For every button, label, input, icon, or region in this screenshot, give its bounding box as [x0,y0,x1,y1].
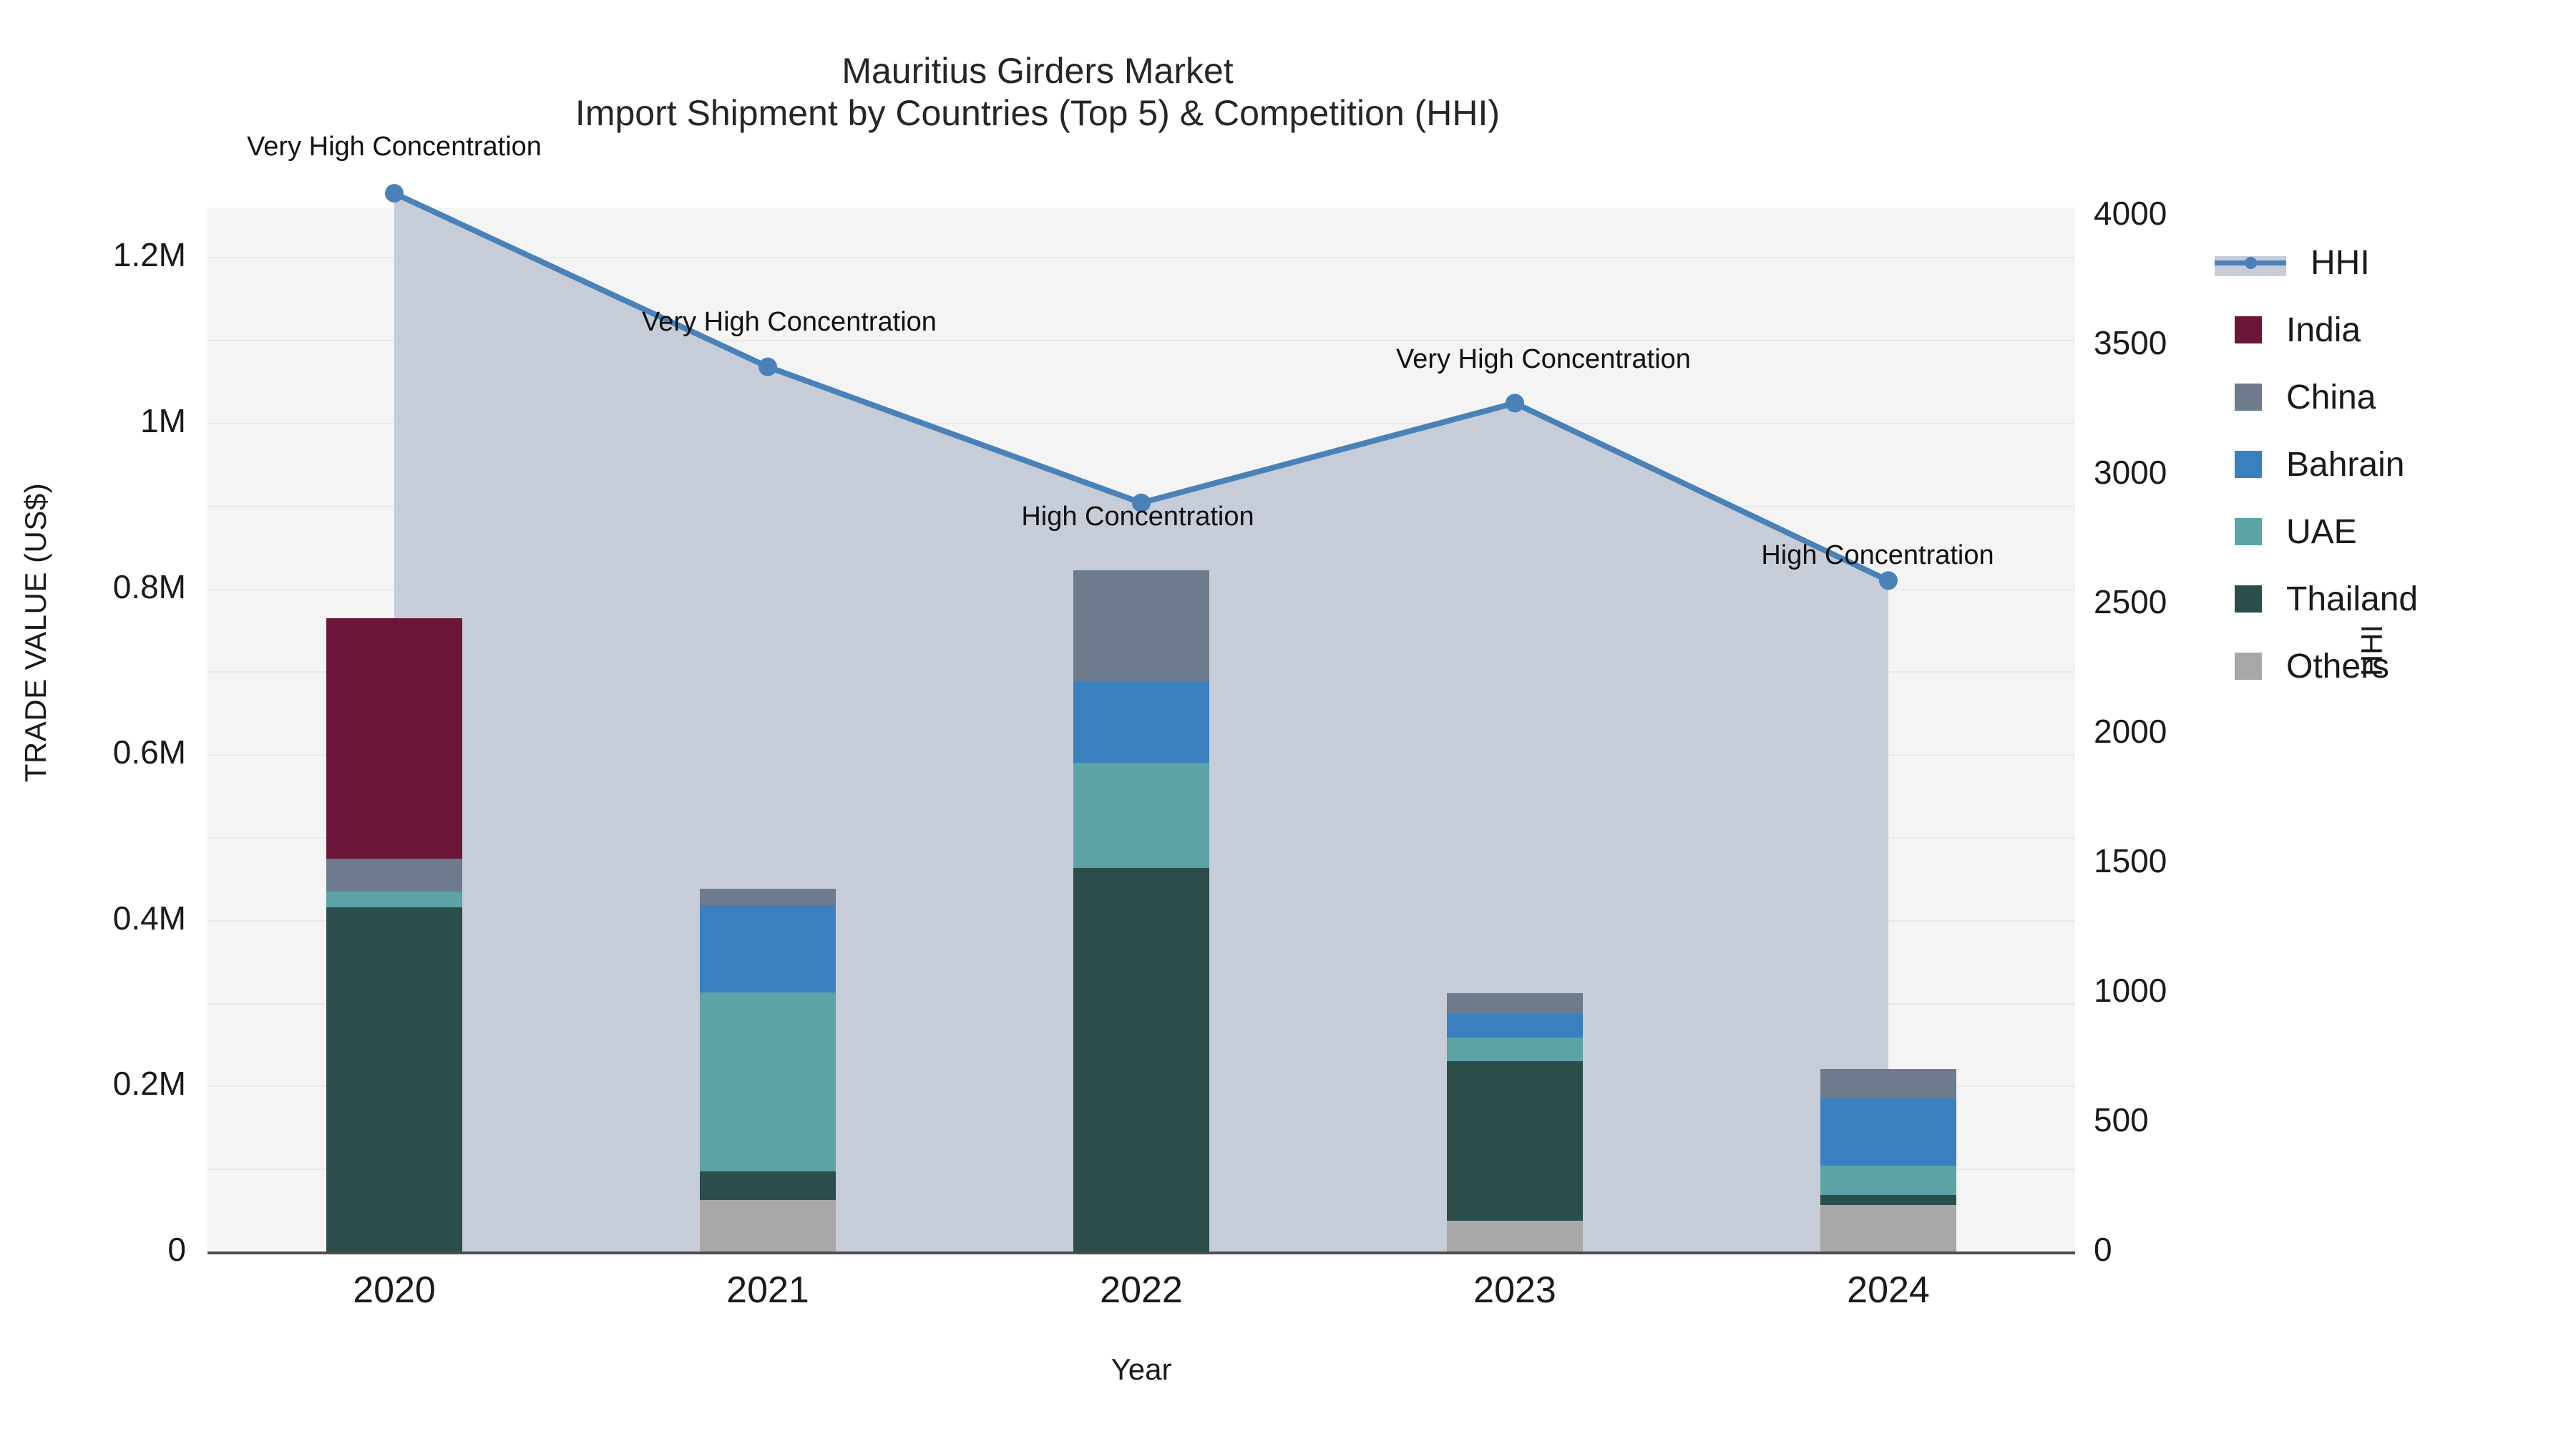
bar-segment-bahrain-2024[interactable] [1820,1098,1956,1166]
bar-segment-india-2020[interactable] [326,618,462,859]
gridline [208,257,2075,259]
legend-swatch-icon [2235,518,2262,545]
legend-label: India [2286,311,2361,349]
bar-segment-others-2024[interactable] [1820,1205,1956,1252]
legend-swatch-icon [2235,316,2262,343]
y-axis-left-label: TRADE VALUE (US$) [19,482,52,783]
y-left-tick-0.8M: 0.8M [112,567,186,605]
x-axis-label: Year [1111,1352,1172,1386]
y-right-tick-2000: 2000 [2094,712,2167,750]
bar-segment-china-2022[interactable] [1073,570,1209,683]
chart-title: Mauritius Girders Market Import Shipment… [0,50,2075,135]
bar-segment-china-2024[interactable] [1820,1069,1956,1098]
y-left-tick-0.2M: 0.2M [112,1065,186,1103]
legend-label: Bahrain [2286,445,2405,484]
bar-segment-china-2020[interactable] [326,859,462,892]
annotation-2020: Very High Concentration [247,132,542,162]
legend: HHI India China Bahrain UAE Thailand Others [2215,229,2572,700]
bar-segment-uae-2020[interactable] [326,892,462,908]
y-left-tick-1.2M: 1.2M [112,236,186,274]
x-axis-line [208,1252,2075,1254]
bar-segment-bahrain-2021[interactable] [700,904,836,992]
chart-title-line-2: Import Shipment by Countries (Top 5) & C… [575,93,1501,133]
x-tick-2022: 2022 [1100,1269,1183,1311]
bar-segment-thailand-2022[interactable] [1073,867,1209,1252]
y-right-tick-3500: 3500 [2094,323,2167,361]
legend-label: HHI [2311,243,2370,282]
bar-segment-thailand-2020[interactable] [326,907,462,1252]
bar-segment-others-2021[interactable] [700,1200,836,1252]
x-tick-2024: 2024 [1847,1269,1930,1311]
legend-swatch-icon [2235,585,2262,613]
legend-item-thailand[interactable]: Thailand [2215,565,2572,633]
y-right-tick-0: 0 [2094,1231,2112,1268]
annotation-2022: High Concentration [1021,501,1254,532]
y-right-tick-1500: 1500 [2094,841,2167,879]
bar-segment-uae-2023[interactable] [1447,1038,1583,1061]
x-tick-2020: 2020 [353,1269,436,1311]
legend-label: UAE [2286,512,2357,551]
y-right-tick-3000: 3000 [2094,453,2167,491]
legend-swatch-icon [2235,653,2262,680]
legend-label: China [2286,378,2376,416]
annotation-2023: Very High Concentration [1396,344,1691,375]
legend-label: Others [2286,647,2390,686]
legend-swatch-icon [2235,451,2262,478]
bar-segment-china-2021[interactable] [700,888,836,905]
bar-segment-uae-2024[interactable] [1820,1165,1956,1196]
bar-segment-uae-2022[interactable] [1073,762,1209,868]
x-tick-2021: 2021 [726,1269,809,1311]
y-right-tick-500: 500 [2094,1101,2149,1138]
y-right-tick-1000: 1000 [2094,971,2167,1009]
y-right-tick-2500: 2500 [2094,582,2167,620]
bar-segment-uae-2021[interactable] [700,992,836,1171]
legend-item-hhi[interactable]: HHI [2215,229,2572,296]
legend-swatch-icon [2235,384,2262,411]
bar-segment-thailand-2024[interactable] [1820,1195,1956,1206]
annotation-2021: Very High Concentration [642,306,937,337]
bar-segment-others-2023[interactable] [1447,1221,1583,1252]
legend-item-others[interactable]: Others [2215,633,2572,700]
bar-segment-thailand-2021[interactable] [700,1171,836,1201]
y-left-tick-1M: 1M [140,402,186,440]
hhi-marker-2020[interactable] [385,184,404,203]
legend-item-india[interactable]: India [2215,296,2572,364]
chart-title-line-1: Mauritius Girders Market [841,51,1234,91]
y-right-tick-4000: 4000 [2094,194,2167,232]
bar-segment-bahrain-2023[interactable] [1447,1013,1583,1038]
y-left-tick-0.6M: 0.6M [112,733,186,771]
bar-segment-bahrain-2022[interactable] [1073,682,1209,763]
legend-line-icon [2215,249,2286,276]
legend-item-uae[interactable]: UAE [2215,498,2572,565]
gridline [208,423,2075,425]
gridline [208,340,2075,342]
y-left-tick-0: 0 [167,1231,186,1268]
bar-segment-china-2023[interactable] [1447,992,1583,1014]
legend-line-marker [2245,257,2257,269]
x-tick-2023: 2023 [1473,1269,1556,1311]
legend-item-china[interactable]: China [2215,364,2572,431]
legend-label: Thailand [2286,580,2419,618]
annotation-2024: High Concentration [1761,540,1994,571]
legend-item-bahrain[interactable]: Bahrain [2215,431,2572,498]
y-left-tick-0.4M: 0.4M [112,899,186,937]
bar-segment-thailand-2023[interactable] [1447,1060,1583,1221]
